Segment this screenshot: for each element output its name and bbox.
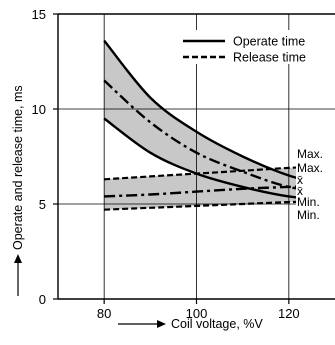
series-annotation-4: x̄	[297, 184, 303, 198]
series-layer	[103, 39, 335, 211]
series-line-operate-min	[103, 117, 335, 202]
annotation-background	[296, 148, 335, 224]
series-line-release-min	[104, 200, 335, 211]
y-tick-label: 15	[32, 7, 46, 22]
series-annotation-1: Max.	[297, 147, 323, 161]
legend-label-operate: Operate time	[233, 35, 305, 49]
tick-layer: 80 100 120 0 5 10 15	[32, 7, 300, 321]
axis-label-layer: Coil voltage, %V Operate and release time…	[11, 85, 263, 331]
legend-label-release: Release time	[233, 51, 306, 65]
legend-background	[176, 30, 331, 64]
series-annotation-3: x̄	[297, 173, 303, 187]
x-tick-label: 120	[278, 306, 300, 321]
series-line-operate-mean	[103, 79, 335, 194]
band-fill-release	[104, 166, 335, 210]
y-axis-arrow-head	[14, 254, 22, 263]
y-tick-label: 5	[39, 197, 46, 212]
x-axis-label: Coil voltage, %V	[171, 317, 263, 331]
annotation-layer: Max.Max.x̄x̄Min.Min.	[296, 147, 335, 224]
y-tick-label: 10	[32, 102, 46, 117]
series-annotation-6: Min.	[297, 208, 320, 222]
legend: Operate time Release time	[176, 30, 331, 65]
x-axis-arrow-head	[157, 320, 166, 328]
series-annotation-2: Max.	[297, 161, 323, 175]
series-line-release-max	[104, 164, 335, 181]
x-tick-label: 100	[186, 306, 208, 321]
y-axis-label: Operate and release time, ms	[11, 85, 25, 250]
series-annotation-5: Min.	[297, 195, 320, 209]
series-line-release-mean	[104, 183, 335, 198]
y-tick-label: 0	[39, 292, 46, 307]
series-line-operate-max	[103, 39, 335, 189]
x-tick-label: 80	[97, 306, 111, 321]
